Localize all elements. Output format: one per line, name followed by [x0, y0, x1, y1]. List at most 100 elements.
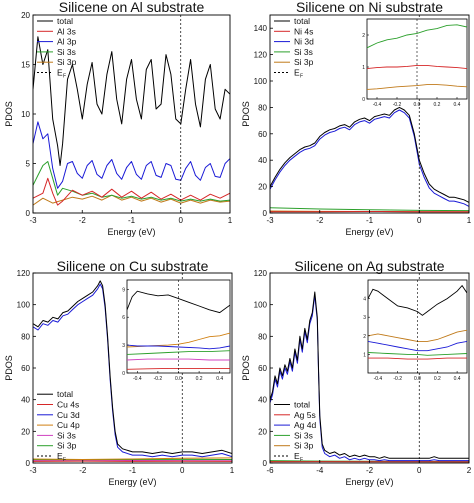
- legend-label: Si 3s: [294, 47, 313, 57]
- legend-subscript: F: [300, 457, 303, 463]
- y-tick-label: 40: [21, 396, 30, 405]
- legend-entry: Si 3s: [37, 430, 76, 440]
- inset-plot: -0.4 -0.2 0.0 0.2 0.4 1 2 3 4: [363, 279, 468, 382]
- legend-subscript: F: [63, 74, 66, 80]
- inset-x-tick-label: 0.0: [175, 376, 182, 382]
- inset-series-line: [367, 84, 467, 90]
- legend-subscript: F: [63, 457, 66, 463]
- x-tick-label: 0: [179, 216, 184, 225]
- legend-label: Si 3p: [57, 57, 77, 67]
- inset-x-tick-label: -0.2: [393, 102, 402, 108]
- inset-series-line: [367, 64, 467, 70]
- legend-label: E: [294, 68, 300, 78]
- y-tick-label: 120: [254, 269, 268, 278]
- inset-y-tick-label: 1: [362, 65, 365, 71]
- series-line: [33, 161, 230, 202]
- pdos-panel-2: Silicene on Ni substrate-3 -2 -1 0 102040608…: [241, 0, 472, 237]
- inset-y-tick-label: 0: [362, 97, 365, 103]
- legend-label: Ag 4d: [294, 420, 316, 430]
- x-tick-label: -1: [128, 216, 136, 225]
- legend-entry: total: [274, 400, 310, 410]
- y-tick-label: 0: [26, 459, 31, 468]
- x-tick-label: -2: [79, 466, 87, 475]
- legend-label: Si 3s: [57, 47, 76, 57]
- inset-x-tick-label: 0.4: [454, 376, 461, 382]
- legend-label: Si 3p: [294, 441, 314, 451]
- series-line: [33, 177, 230, 206]
- series-group: [33, 280, 232, 462]
- x-axis-label: Energy (eV): [107, 227, 155, 237]
- inset-x-tick-label: 0.2: [434, 376, 441, 382]
- legend-label: Ag 5s: [294, 410, 316, 420]
- panel-title: Silicene on Ag substrate: [294, 258, 444, 274]
- inset-x-tick-label: 0.0: [414, 376, 421, 382]
- inset-x-tick-label: -0.2: [154, 376, 163, 382]
- legend-label: Si 3p: [294, 57, 314, 67]
- legend-entry: Si 3p: [274, 441, 314, 451]
- y-axis-label: PDOS: [4, 101, 14, 127]
- y-tick-label: 20: [21, 11, 30, 20]
- inset-series-line: [368, 352, 467, 356]
- series-line: [33, 194, 230, 206]
- series-line: [270, 106, 469, 203]
- legend-entry: total: [37, 389, 73, 399]
- legend-label: Cu 3d: [57, 410, 80, 420]
- panel-title: Silicene on Cu substrate: [57, 258, 209, 274]
- inset-series-group: [368, 284, 467, 360]
- inset-series-line: [127, 344, 230, 350]
- x-axis-label: Energy (eV): [108, 477, 156, 487]
- inset-series-line: [367, 24, 467, 49]
- legend-entry: Si 3s: [274, 47, 313, 57]
- y-tick-label: 60: [258, 130, 267, 139]
- y-tick-label: 100: [254, 77, 268, 86]
- series-line: [270, 109, 469, 207]
- legend-label: total: [294, 400, 310, 410]
- legend-label: total: [57, 16, 73, 26]
- inset-y-tick-label: 3: [363, 315, 366, 321]
- x-tick-label: 1: [228, 216, 233, 225]
- x-tick-label: -2: [316, 216, 324, 225]
- series-group: [33, 36, 230, 206]
- legend-entry: Cu 4s: [37, 400, 79, 410]
- x-tick-label: -1: [366, 216, 374, 225]
- x-tick-label: -3: [29, 466, 37, 475]
- series-group: [270, 106, 469, 213]
- x-tick-label: -3: [266, 216, 274, 225]
- inset-y-tick-label: 6: [122, 315, 125, 321]
- x-tick-label: 1: [467, 216, 472, 225]
- panel-title: Silicene on Ni substrate: [296, 0, 443, 15]
- legend-entry: Ag 5s: [274, 410, 316, 420]
- y-tick-label: 140: [254, 24, 268, 33]
- legend-entry: Cu 4p: [37, 420, 80, 430]
- x-tick-label: -2: [79, 216, 87, 225]
- inset-series-line: [368, 357, 467, 360]
- series-line: [33, 121, 230, 189]
- x-tick-label: 0: [417, 216, 422, 225]
- pdos-panel-1: Silicene on Al substrate-3 -2 -1 0 105101520…: [4, 0, 233, 237]
- legend-entry: Ag 4d: [274, 420, 316, 430]
- legend-label: E: [294, 451, 300, 461]
- y-tick-label: 80: [258, 103, 267, 112]
- inset-series-line: [368, 340, 467, 352]
- legend-label: Cu 4s: [57, 400, 79, 410]
- legend-entry: Cu 3d: [37, 410, 80, 420]
- x-axis-label: Energy (eV): [345, 227, 393, 237]
- inset-y-tick-label: 2: [362, 33, 365, 39]
- x-tick-label: -6: [266, 466, 274, 475]
- pdos-panel-3: Silicene on Cu substrate-3 -2 -1 0 102040608…: [4, 258, 235, 487]
- y-axis-label: PDOS: [241, 355, 251, 381]
- legend-entry: total: [274, 16, 310, 26]
- legend-entry: Si 3p: [37, 441, 77, 451]
- inset-x-tick-label: 0.2: [196, 376, 203, 382]
- y-tick-label: 60: [258, 364, 267, 373]
- inset-y-tick-label: 2: [363, 334, 366, 340]
- x-tick-label: -2: [366, 466, 374, 475]
- legend-entry: Ni 3d: [274, 37, 314, 47]
- y-tick-label: 5: [26, 160, 31, 169]
